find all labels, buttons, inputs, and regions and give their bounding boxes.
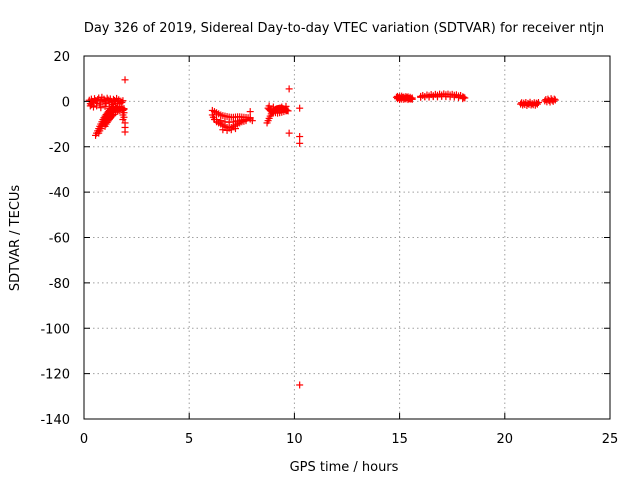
plot-frame: [83, 55, 611, 420]
data-point: [285, 129, 293, 137]
x-axis-label: GPS time / hours: [290, 460, 399, 475]
y-tick-label: -40: [49, 186, 70, 201]
data-point: [246, 108, 254, 116]
y-tick-label: -80: [49, 277, 70, 292]
x-tick-label: 0: [80, 432, 88, 447]
data-point: [229, 118, 237, 126]
data-point: [296, 133, 304, 141]
data-point: [455, 94, 463, 102]
data-point: [296, 381, 304, 389]
data-point: [459, 95, 467, 103]
data-point: [278, 103, 286, 111]
data-point: [296, 104, 304, 112]
data-point: [534, 99, 542, 107]
data-point: [296, 139, 304, 147]
data-point: [274, 105, 282, 113]
data-point: [234, 117, 242, 125]
y-tick-label: -60: [49, 232, 70, 247]
data-points: [85, 76, 559, 389]
data-point: [285, 85, 293, 93]
data-point: [121, 128, 129, 136]
axes: 20 0 -20 -40 -60 -80 -100 -120 -140 0 5 10 15 20 25: [40, 50, 618, 447]
data-point: [269, 103, 277, 111]
data-point: [97, 104, 105, 112]
x-tick-label: 5: [185, 432, 193, 447]
data-point: [231, 125, 239, 133]
x-tick-label: 10: [286, 432, 303, 447]
data-point: [408, 94, 416, 102]
data-point: [217, 117, 225, 125]
data-point: [248, 117, 256, 125]
y-tick-label: -100: [40, 322, 70, 337]
data-point: [533, 100, 541, 108]
grid-lines: [84, 56, 610, 419]
x-tick-label: 15: [391, 432, 408, 447]
x-tick-label: 25: [602, 432, 619, 447]
data-point: [265, 102, 273, 110]
data-point: [551, 96, 559, 104]
x-tick-label: 20: [497, 432, 514, 447]
data-point: [119, 97, 127, 105]
data-point: [550, 95, 558, 103]
chart-title: Day 326 of 2019, Sidereal Day-to-day VTE…: [84, 21, 604, 36]
y-tick-label: 20: [53, 50, 70, 65]
data-point: [108, 112, 116, 120]
y-tick-label: 0: [62, 95, 70, 110]
data-point: [223, 126, 231, 134]
y-axis-label: SDTVAR / TECUs: [8, 185, 23, 292]
data-point: [219, 126, 227, 134]
y-tick-label: -120: [40, 368, 70, 383]
data-point: [86, 102, 94, 110]
data-point: [89, 103, 97, 111]
data-point: [282, 102, 290, 110]
data-point: [93, 102, 101, 110]
data-point: [213, 116, 221, 124]
y-tick-label: -140: [40, 413, 70, 428]
data-point: [121, 76, 129, 84]
y-tick-label: -20: [49, 141, 70, 156]
data-point: [227, 126, 235, 134]
data-point: [94, 96, 102, 104]
data-point: [101, 102, 109, 110]
data-point: [268, 108, 276, 116]
